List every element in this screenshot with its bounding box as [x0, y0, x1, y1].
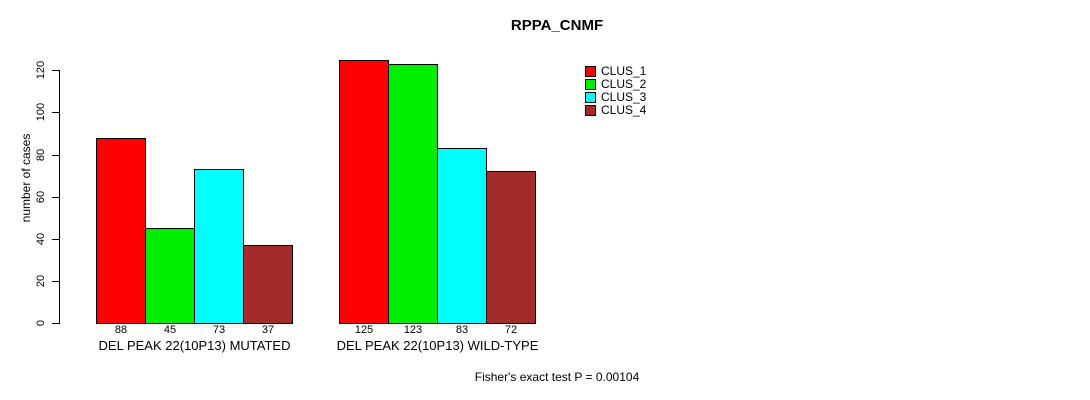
- group-label: DEL PEAK 22(10P13) WILD-TYPE: [336, 338, 539, 353]
- group-label: DEL PEAK 22(10P13) MUTATED: [98, 338, 291, 353]
- bar-value-label: 45: [163, 324, 177, 336]
- bar-clus_2-group2: [388, 64, 438, 324]
- bar-clus_4-group2: [486, 171, 536, 324]
- y-tick-label: 120: [35, 60, 47, 80]
- y-tick-label: 80: [35, 148, 47, 162]
- chart-title: RPPA_CNMF: [510, 17, 604, 34]
- bar-clus_4-group1: [243, 245, 293, 324]
- legend-label: CLUS_2: [601, 77, 647, 91]
- y-tick: [52, 323, 59, 324]
- y-tick-label: 20: [35, 274, 47, 288]
- y-tick: [52, 70, 59, 71]
- bar-clus_3-group1: [194, 169, 244, 324]
- legend-swatch-clus_1: [585, 65, 596, 77]
- legend-label: CLUS_1: [601, 64, 647, 78]
- bar-clus_1-group1: [96, 138, 146, 324]
- y-tick: [52, 239, 59, 240]
- y-tick: [52, 155, 59, 156]
- bar-value-label: 72: [504, 324, 518, 336]
- legend-item-clus_2: CLUS_2: [585, 78, 646, 90]
- y-tick: [52, 281, 59, 282]
- y-axis-line: [59, 70, 60, 324]
- y-tick-label: 40: [35, 232, 47, 246]
- y-tick: [52, 197, 59, 198]
- legend-item-clus_1: CLUS_1: [585, 65, 646, 77]
- bar-value-label: 73: [212, 324, 226, 336]
- legend-swatch-clus_2: [585, 78, 596, 90]
- y-axis-label: number of cases: [19, 133, 33, 223]
- bar-value-label: 83: [455, 324, 469, 336]
- bar-value-label: 125: [354, 324, 374, 336]
- legend-label: CLUS_4: [601, 103, 647, 117]
- bar-clus_2-group1: [145, 228, 195, 324]
- y-tick-label: 100: [35, 102, 47, 122]
- legend-swatch-clus_4: [585, 104, 596, 116]
- bar-value-label: 88: [114, 324, 128, 336]
- y-tick-label: 60: [35, 190, 47, 204]
- bar-clus_3-group2: [437, 148, 487, 324]
- y-tick: [52, 112, 59, 113]
- bar-clus_1-group2: [339, 60, 389, 324]
- y-tick-label: 0: [35, 319, 47, 327]
- legend-swatch-clus_3: [585, 91, 596, 103]
- bar-value-label: 123: [403, 324, 423, 336]
- legend-item-clus_4: CLUS_4: [585, 104, 646, 116]
- annotation-fisher-test: Fisher's exact test P = 0.00104: [474, 370, 640, 384]
- bar-value-label: 37: [261, 324, 275, 336]
- legend-label: CLUS_3: [601, 90, 647, 104]
- legend-item-clus_3: CLUS_3: [585, 91, 646, 103]
